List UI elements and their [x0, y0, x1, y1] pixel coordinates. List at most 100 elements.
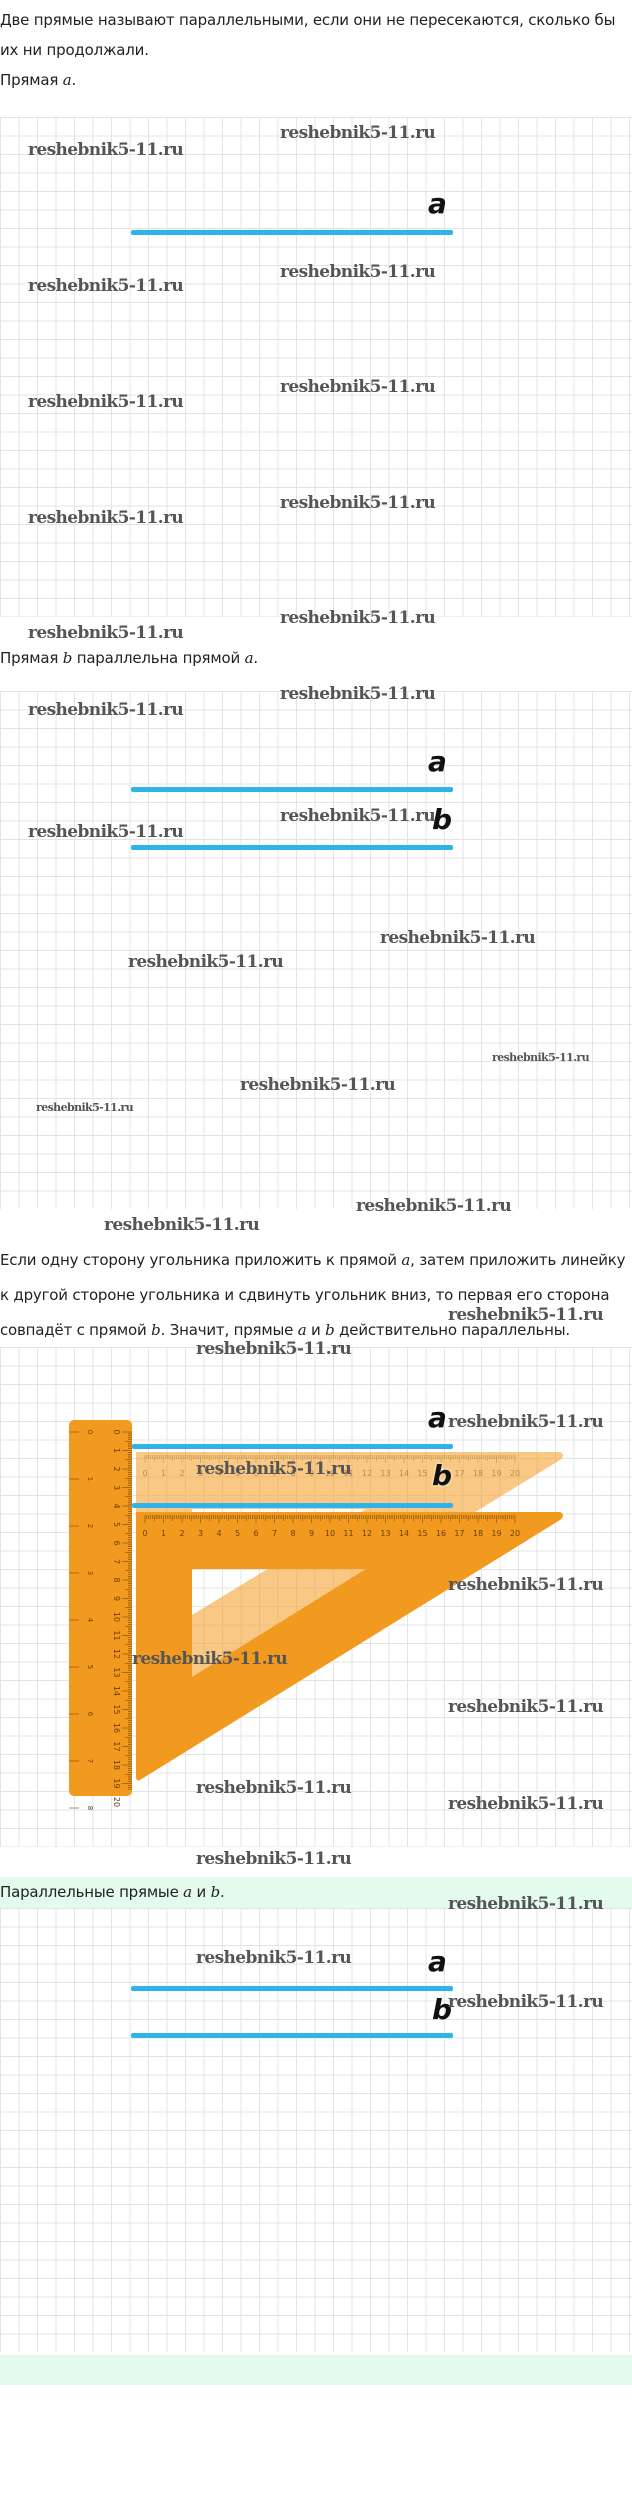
ruler-cm-label: 19 [112, 1778, 121, 1788]
ruler [69, 1420, 132, 1796]
scale-label: 0 [142, 1529, 147, 1538]
ruler-cm-label: 15 [112, 1704, 121, 1714]
scale-label: 3 [198, 1529, 203, 1538]
scale-label: 11 [343, 1469, 353, 1478]
watermark: reshebnik5-11.ru [28, 822, 184, 842]
text: , затем приложить линейку [410, 1251, 626, 1269]
line-b [132, 1503, 453, 1508]
ruler-cm-label: 20 [112, 1797, 121, 1807]
watermark: reshebnik5-11.ru [104, 1215, 260, 1235]
scale-label: 10 [325, 1529, 335, 1538]
line-a [132, 1444, 453, 1449]
var-a: a [401, 1251, 411, 1269]
scale-label: 5 [235, 1529, 240, 1538]
watermark: reshebnik5-11.ru [492, 1051, 590, 1064]
watermark: reshebnik5-11.ru [28, 700, 184, 720]
scale-label: 16 [436, 1529, 446, 1538]
scale-label: 2 [179, 1529, 184, 1538]
scale-label: 15 [417, 1529, 427, 1538]
ruler-inch-label: 4 [86, 1618, 94, 1623]
watermark: reshebnik5-11.ru [280, 377, 436, 397]
scale-label: 13 [380, 1529, 390, 1538]
ruler-cm-label: 2 [112, 1466, 121, 1471]
ruler-cm-label: 12 [112, 1649, 121, 1659]
var-b: b [325, 1321, 335, 1339]
scale-label: 15 [417, 1469, 427, 1478]
grid-figure-1 [0, 117, 632, 617]
scale-label: 17 [454, 1469, 464, 1478]
watermark: reshebnik5-11.ru [280, 262, 436, 282]
scale-label: 7 [272, 1469, 277, 1478]
watermark: reshebnik5-11.ru [28, 623, 184, 643]
ruler-inch-label: 3 [86, 1571, 94, 1575]
scale-label: 6 [253, 1529, 258, 1538]
watermark: reshebnik5-11.ru [240, 1075, 396, 1095]
caption-parallel-lines: Параллельные прямые a и b. [0, 1882, 225, 1902]
ruler-cm-label: 16 [112, 1723, 121, 1733]
scale-label: 8 [290, 1529, 295, 1538]
watermark: reshebnik5-11.ru [196, 1459, 352, 1479]
var-b: b [210, 1883, 221, 1901]
watermark: reshebnik5-11.ru [448, 1992, 604, 2012]
label-b: b [432, 1459, 453, 1492]
line-a [131, 787, 453, 792]
grid-figure-2 [0, 691, 632, 1209]
explanation-line-1: Если одну сторону угольника приложить к … [0, 1250, 626, 1270]
footer-band [0, 2355, 632, 2385]
watermark: reshebnik5-11.ru [356, 1196, 512, 1216]
caption-text: Прямая [0, 71, 63, 89]
ruler-cm-label: 8 [112, 1577, 121, 1582]
scale-label: 13 [380, 1469, 390, 1478]
line-b [131, 2033, 453, 2038]
watermark: reshebnik5-11.ru [380, 928, 536, 948]
label-a: a [428, 187, 447, 220]
scale-label: 14 [399, 1529, 409, 1538]
explanation-line-2: к другой стороне угольника и сдвинуть уг… [0, 1286, 610, 1304]
scale-label: 1 [161, 1469, 166, 1478]
watermark: reshebnik5-11.ru [196, 1948, 352, 1968]
scale-label: 20 [510, 1469, 520, 1478]
caption-text: . [253, 649, 258, 667]
watermark: reshebnik5-11.ru [28, 392, 184, 412]
watermark: reshebnik5-11.ru [196, 1339, 352, 1359]
watermark: reshebnik5-11.ru [448, 1575, 604, 1595]
ruler-cm-label: 4 [112, 1503, 121, 1508]
scale-label: 9 [309, 1469, 314, 1478]
ruler-cm-label: 11 [112, 1630, 121, 1640]
watermark: reshebnik5-11.ru [280, 684, 436, 704]
scale-label: 20 [510, 1529, 520, 1538]
caption-b-parallel-a: Прямая b параллельна прямой a. [0, 648, 258, 668]
scale-label: 6 [253, 1469, 258, 1478]
scale-label: 12 [362, 1469, 372, 1478]
var-a: a [297, 1321, 307, 1339]
scale-label: 0 [142, 1469, 147, 1478]
watermark: reshebnik5-11.ru [128, 952, 284, 972]
line-a [131, 230, 453, 235]
ruler-cm-label: 18 [112, 1760, 121, 1770]
var-a: a [183, 1883, 192, 1901]
var-a: a [62, 71, 72, 89]
scale-label: 18 [473, 1529, 483, 1538]
label-a: a [428, 1401, 447, 1434]
scale-label: 4 [216, 1469, 221, 1478]
ruler-cm-label: 9 [112, 1596, 121, 1601]
watermark: reshebnik5-11.ru [196, 1778, 352, 1798]
scale-label: 19 [491, 1469, 501, 1478]
line-a [131, 1986, 453, 1991]
scale-label: 17 [454, 1529, 464, 1538]
watermark: reshebnik5-11.ru [36, 1101, 134, 1114]
ruler-inch-label: 6 [86, 1712, 94, 1717]
watermark: reshebnik5-11.ru [280, 806, 436, 826]
watermark: reshebnik5-11.ru [28, 140, 184, 160]
watermark: reshebnik5-11.ru [448, 1894, 604, 1914]
watermark: reshebnik5-11.ru [448, 1794, 604, 1814]
watermark: reshebnik5-11.ru [28, 276, 184, 296]
scale-label: 19 [491, 1529, 501, 1538]
ruler-inch-label: 2 [86, 1524, 94, 1528]
ruler-cm-label: 13 [112, 1667, 121, 1677]
text: . Значит, прямые [160, 1321, 298, 1339]
text: действительно параллельны. [334, 1321, 570, 1339]
label-b: b [432, 1993, 453, 2026]
caption-text: . [220, 1883, 225, 1901]
ruler-inch-label: 1 [86, 1477, 94, 1481]
